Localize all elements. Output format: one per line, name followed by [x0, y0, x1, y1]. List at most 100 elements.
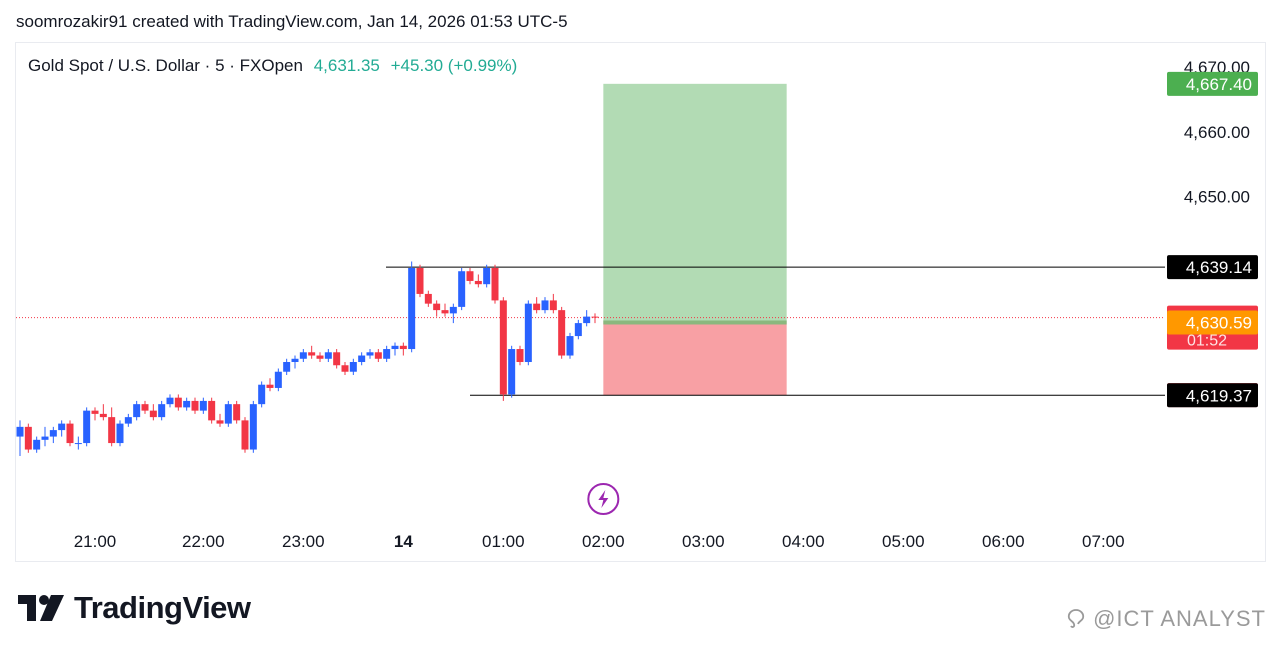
- last-price: 4,631.35: [313, 56, 380, 75]
- candle-body[interactable]: [141, 404, 149, 411]
- candle-body[interactable]: [408, 267, 416, 350]
- candle-body[interactable]: [99, 413, 107, 418]
- candle-body[interactable]: [299, 352, 307, 359]
- target-price-label[interactable]: [1167, 71, 1258, 96]
- candle-body[interactable]: [216, 420, 224, 424]
- candle-body[interactable]: [241, 420, 249, 450]
- candle-body[interactable]: [66, 423, 74, 444]
- candle-body[interactable]: [174, 397, 182, 408]
- candle-body[interactable]: [158, 404, 166, 418]
- candle-body[interactable]: [58, 423, 66, 431]
- candle-body[interactable]: [258, 384, 266, 405]
- candle-body[interactable]: [224, 404, 232, 424]
- candle-body[interactable]: [33, 439, 41, 450]
- candle-body[interactable]: [516, 349, 524, 363]
- tradingview-logo-icon: [18, 595, 64, 621]
- candle-body[interactable]: [41, 436, 49, 440]
- candle-body[interactable]: [508, 349, 516, 395]
- candle-body[interactable]: [458, 271, 466, 307]
- candle-body[interactable]: [83, 410, 91, 444]
- candle-body[interactable]: [249, 404, 257, 450]
- candle-body[interactable]: [149, 410, 157, 418]
- candle-body[interactable]: [483, 267, 491, 285]
- profit-zone[interactable]: [603, 83, 787, 323]
- candle-body[interactable]: [399, 345, 407, 350]
- candle-body[interactable]: [558, 310, 566, 356]
- candle-body[interactable]: [524, 303, 532, 363]
- chart-frame: [15, 42, 1266, 562]
- bar-countdown: 01:52: [1187, 333, 1227, 350]
- candle-body[interactable]: [358, 355, 366, 363]
- candle-body[interactable]: [374, 352, 382, 359]
- candle-body[interactable]: [208, 400, 216, 421]
- line-price-label-text: 4,639.14: [1186, 258, 1252, 277]
- candle-body[interactable]: [566, 336, 574, 356]
- candle-body[interactable]: [474, 280, 482, 285]
- candle-body[interactable]: [191, 400, 199, 411]
- candle-body[interactable]: [333, 352, 341, 366]
- target-price-label-text: 4,667.40: [1186, 75, 1252, 94]
- line-price-label[interactable]: [1167, 255, 1258, 280]
- candle-body[interactable]: [591, 316, 599, 318]
- x-tick-label: 05:00: [882, 532, 925, 551]
- candle-body[interactable]: [549, 300, 557, 311]
- line-price-label[interactable]: [1167, 383, 1258, 408]
- candle-body[interactable]: [541, 300, 549, 311]
- symbol-name[interactable]: Gold Spot / U.S. Dollar · 5 · FXOpen: [28, 56, 303, 75]
- candle-body[interactable]: [349, 362, 357, 372]
- lightning-icon: [598, 490, 609, 508]
- x-tick-label: 02:00: [582, 532, 625, 551]
- candle-body[interactable]: [116, 423, 124, 444]
- candle-body[interactable]: [383, 349, 391, 359]
- y-tick-label: 4,650.00: [1184, 188, 1250, 207]
- candle-body[interactable]: [308, 352, 316, 356]
- candle-body[interactable]: [433, 303, 441, 311]
- candle-body[interactable]: [424, 293, 432, 304]
- candle-body[interactable]: [316, 355, 324, 359]
- candle-body[interactable]: [341, 365, 349, 372]
- chart-byline: soomrozakir91 created with TradingView.c…: [16, 12, 568, 31]
- candle-body[interactable]: [291, 358, 299, 363]
- candle-body[interactable]: [124, 417, 132, 424]
- line-price-label-text: 4,619.37: [1186, 386, 1252, 405]
- watermark: @ICT ANALYST: [1065, 606, 1266, 632]
- x-tick-label: 22:00: [182, 532, 225, 551]
- x-tick-label: 21:00: [74, 532, 117, 551]
- candle-body[interactable]: [133, 404, 141, 418]
- candle-body[interactable]: [16, 426, 24, 437]
- candle-body[interactable]: [166, 397, 174, 405]
- social-logo-icon: [1068, 609, 1085, 628]
- candle-body[interactable]: [91, 410, 99, 414]
- candle-body[interactable]: [274, 371, 282, 388]
- candle-body[interactable]: [283, 362, 291, 372]
- candle-body[interactable]: [366, 352, 374, 356]
- candle-body[interactable]: [24, 426, 32, 450]
- candle-body[interactable]: [491, 267, 499, 301]
- candle-body[interactable]: [499, 300, 507, 395]
- tradingview-brand[interactable]: TradingView: [18, 590, 251, 626]
- candle-body[interactable]: [183, 400, 191, 408]
- candle-body[interactable]: [74, 443, 82, 445]
- entry-price-label[interactable]: [1167, 310, 1258, 335]
- candle-body[interactable]: [233, 404, 241, 421]
- candle-body[interactable]: [199, 400, 207, 411]
- candle-body[interactable]: [266, 384, 274, 388]
- candle-body[interactable]: [49, 430, 57, 437]
- candle-body[interactable]: [449, 306, 457, 314]
- entry-price-label-text: 4,630.59: [1186, 314, 1252, 333]
- x-tick-label: 07:00: [1082, 532, 1125, 551]
- candle-body[interactable]: [441, 310, 449, 314]
- candle-body[interactable]: [391, 345, 399, 350]
- candle-body[interactable]: [533, 303, 541, 311]
- candle-body[interactable]: [574, 323, 582, 337]
- candle-body[interactable]: [466, 271, 474, 281]
- loss-zone[interactable]: [603, 322, 787, 396]
- x-tick-label: 23:00: [282, 532, 325, 551]
- candle-body[interactable]: [583, 316, 591, 324]
- candle-body[interactable]: [324, 352, 332, 359]
- candle-body[interactable]: [108, 417, 116, 444]
- y-tick-label: 4,660.00: [1184, 123, 1250, 142]
- x-tick-label: 04:00: [782, 532, 825, 551]
- candle-body[interactable]: [416, 267, 424, 294]
